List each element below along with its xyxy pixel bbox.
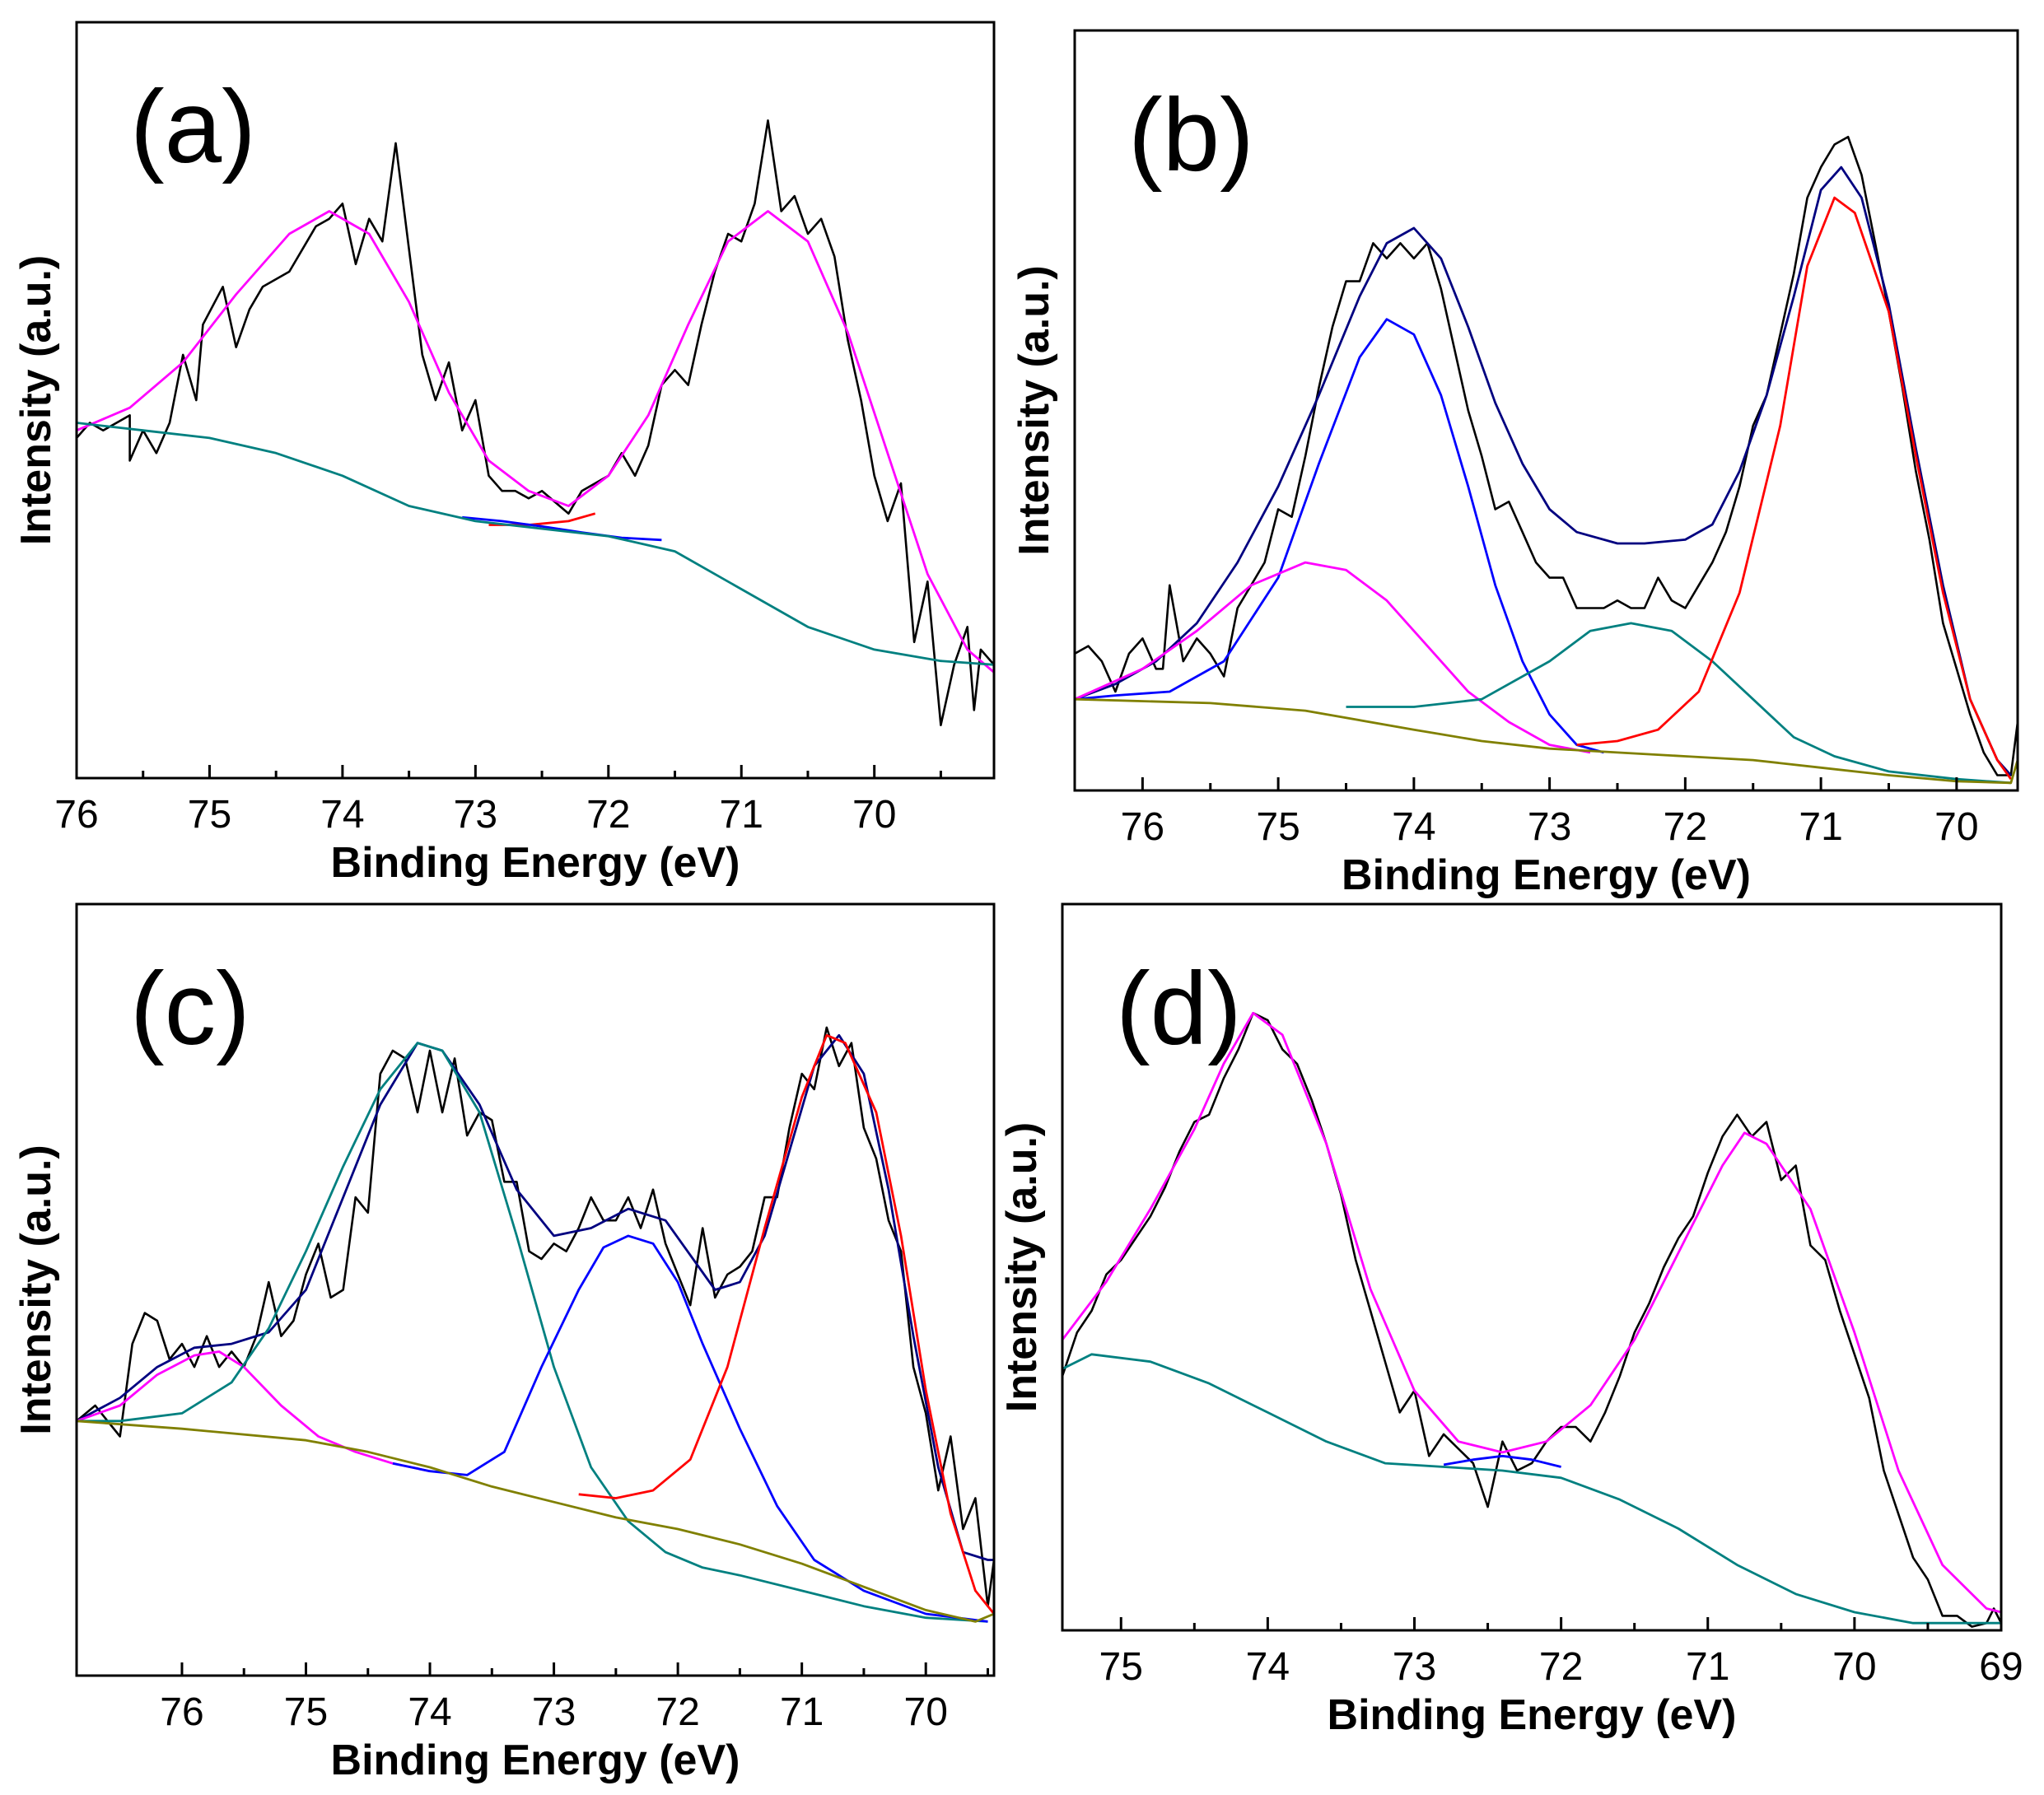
panel-label: (a) xyxy=(130,70,256,184)
series-fit-teal-line xyxy=(77,422,994,666)
panel-b: 76 75 74 73 72 71 70 Binding Energy (eV) Intensi… xyxy=(1010,29,2019,899)
series-fit-blue-line xyxy=(1443,1454,1561,1468)
x-tick-label: 72 xyxy=(586,793,630,837)
series-envelope-navy-line xyxy=(77,1033,994,1561)
x-tick-label: 74 xyxy=(1392,805,1435,849)
series-raw-data-line xyxy=(77,1026,994,1607)
x-tick-label: 75 xyxy=(284,1690,328,1734)
y-axis-title: Intensity (a.u.) xyxy=(12,1145,60,1434)
x-tick-label: 72 xyxy=(1664,805,1707,849)
panel-a: 76 75 74 73 72 71 70 Binding Energy (eV) Intensi… xyxy=(12,21,996,887)
series-group xyxy=(1075,135,2018,785)
x-tick-label: 73 xyxy=(1528,805,1571,849)
x-tick-label: 71 xyxy=(720,793,763,837)
plot-frame xyxy=(1061,902,2003,1632)
x-axis-title: Binding Energy (eV) xyxy=(331,1737,740,1784)
x-tick-label: 72 xyxy=(1539,1645,1583,1689)
series-raw-data-line xyxy=(1062,1012,2001,1628)
series-background-olive-line xyxy=(77,1420,994,1623)
x-tick-label: 76 xyxy=(1121,805,1164,849)
x-tick-label: 73 xyxy=(1393,1645,1436,1689)
series-fit-magenta-line xyxy=(77,1350,431,1473)
series-fit-magenta-line xyxy=(1062,1011,2001,1614)
panel-label: (d) xyxy=(1116,952,1242,1066)
series-envelope-navy-line xyxy=(1075,166,2012,776)
x-tick-label: 74 xyxy=(1246,1645,1290,1689)
x-tick-label: 70 xyxy=(852,793,896,837)
y-axis-title: Intensity (a.u.) xyxy=(12,255,60,545)
series-fit-blue-line xyxy=(462,515,662,542)
series-fit-blue-line xyxy=(392,1234,988,1623)
x-tick-label: 74 xyxy=(320,793,364,837)
plot-frame xyxy=(1073,29,2019,792)
x-tick-label: 73 xyxy=(532,1690,576,1734)
panel-d: 75 74 73 72 71 70 69 Binding Energy (eV) Intensi… xyxy=(998,902,2023,1739)
plot-frame xyxy=(75,21,996,780)
series-group xyxy=(77,1026,994,1623)
series-fit-blue-line xyxy=(1075,318,1604,754)
series-group xyxy=(77,119,994,726)
series-raw-data-line xyxy=(1075,135,2018,776)
panel-label: (c) xyxy=(130,952,250,1066)
x-axis-title: Binding Energy (eV) xyxy=(1342,851,1751,899)
x-tick-label: 76 xyxy=(54,793,98,837)
series-fit-red-line xyxy=(578,1033,994,1615)
x-axis-title: Binding Energy (eV) xyxy=(331,839,740,887)
x-tick-label: 74 xyxy=(408,1690,451,1734)
x-tick-label: 75 xyxy=(1256,805,1300,849)
series-group xyxy=(1062,1011,2001,1628)
x-tick-label: 70 xyxy=(1832,1645,1876,1689)
x-tick-label: 70 xyxy=(1934,805,1978,849)
series-fit-teal-line xyxy=(77,1042,988,1623)
x-tick-label: 71 xyxy=(1799,805,1842,849)
x-tick-label: 71 xyxy=(1686,1645,1729,1689)
x-tick-label: 76 xyxy=(160,1690,203,1734)
x-tick-label: 70 xyxy=(904,1690,948,1734)
x-tick-label: 73 xyxy=(454,793,497,837)
x-tick-label: 75 xyxy=(188,793,231,837)
series-fit-red-line xyxy=(488,512,596,526)
x-tick-label: 69 xyxy=(1979,1645,2023,1689)
series-fit-teal-line xyxy=(1346,622,2011,785)
x-tick-label: 75 xyxy=(1099,1645,1143,1689)
y-axis-title: Intensity (a.u.) xyxy=(1010,265,1058,555)
x-tick-label: 72 xyxy=(656,1690,699,1734)
series-raw-data-line xyxy=(77,119,994,726)
panel-label: (b) xyxy=(1128,78,1254,193)
series-background-olive-line xyxy=(1075,697,2018,785)
x-tick-label: 71 xyxy=(780,1690,824,1734)
panel-c: 76 75 74 73 72 71 70 Binding Energy (eV) Intensi… xyxy=(12,902,996,1784)
series-fit-magenta-line xyxy=(1075,561,1591,754)
series-fit-teal-line xyxy=(1062,1353,2001,1625)
x-axis-title: Binding Energy (eV) xyxy=(1328,1691,1737,1739)
y-axis-title: Intensity (a.u.) xyxy=(998,1122,1046,1412)
series-fit-red-line xyxy=(1576,196,2012,781)
series-fit-magenta-line xyxy=(77,210,994,674)
plot-frame xyxy=(75,902,996,1677)
